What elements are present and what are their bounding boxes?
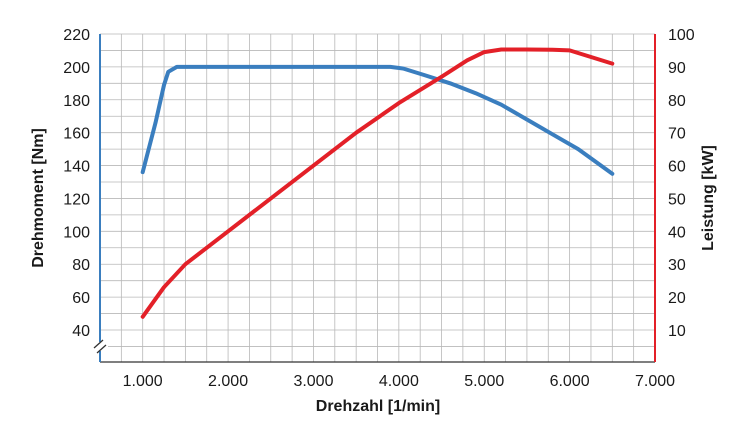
left-y-tick-label: 160 bbox=[63, 126, 90, 143]
left-y-tick-label: 80 bbox=[72, 257, 90, 274]
torque-series-line bbox=[140, 64, 615, 176]
left-y-tick-label: 220 bbox=[63, 27, 90, 44]
x-tick-label: 1.000 bbox=[123, 373, 163, 390]
right-y-tick-label: 100 bbox=[668, 27, 695, 44]
series bbox=[140, 47, 615, 319]
grid bbox=[100, 33, 655, 362]
power-series-line bbox=[140, 47, 615, 319]
right-y-tick-label: 40 bbox=[668, 224, 686, 241]
x-tick-label: 3.000 bbox=[293, 373, 333, 390]
left-y-tick-label: 200 bbox=[63, 60, 90, 77]
axis-break-mark bbox=[93, 339, 104, 349]
axes bbox=[92, 34, 656, 363]
left-y-tick-label: 180 bbox=[63, 93, 90, 110]
right-y-tick-label: 30 bbox=[668, 257, 686, 274]
right-y-axis-title: Leistung [kW] bbox=[700, 145, 717, 251]
tick-labels: 1.000 2.000 3.000 4.000 5.000 6.000 7.000 40 60 8… bbox=[63, 27, 695, 390]
axis-break-mark bbox=[96, 344, 107, 354]
left-y-tick-label: 120 bbox=[63, 191, 90, 208]
x-tick-label: 6.000 bbox=[550, 373, 590, 390]
left-y-tick-label: 140 bbox=[63, 159, 90, 176]
right-y-tick-label: 50 bbox=[668, 191, 686, 208]
x-axis-title: Drehzahl [1/min] bbox=[316, 398, 440, 415]
right-y-tick-label: 20 bbox=[668, 290, 686, 307]
left-y-tick-label: 100 bbox=[63, 224, 90, 241]
left-y-tick-label: 60 bbox=[72, 290, 90, 307]
right-y-tick-label: 10 bbox=[668, 323, 686, 340]
x-tick-label: 7.000 bbox=[635, 373, 675, 390]
right-y-tick-label: 80 bbox=[668, 93, 686, 110]
x-tick-label: 2.000 bbox=[208, 373, 248, 390]
right-y-tick-label: 70 bbox=[668, 126, 686, 143]
x-tick-label: 4.000 bbox=[379, 373, 419, 390]
right-y-tick-label: 90 bbox=[668, 60, 686, 77]
right-y-tick-label: 60 bbox=[668, 159, 686, 176]
left-y-tick-label: 40 bbox=[72, 323, 90, 340]
left-y-axis-title: Drehmoment [Nm] bbox=[30, 128, 47, 268]
axis-break-gap bbox=[92, 342, 108, 351]
x-tick-label: 5.000 bbox=[464, 373, 504, 390]
